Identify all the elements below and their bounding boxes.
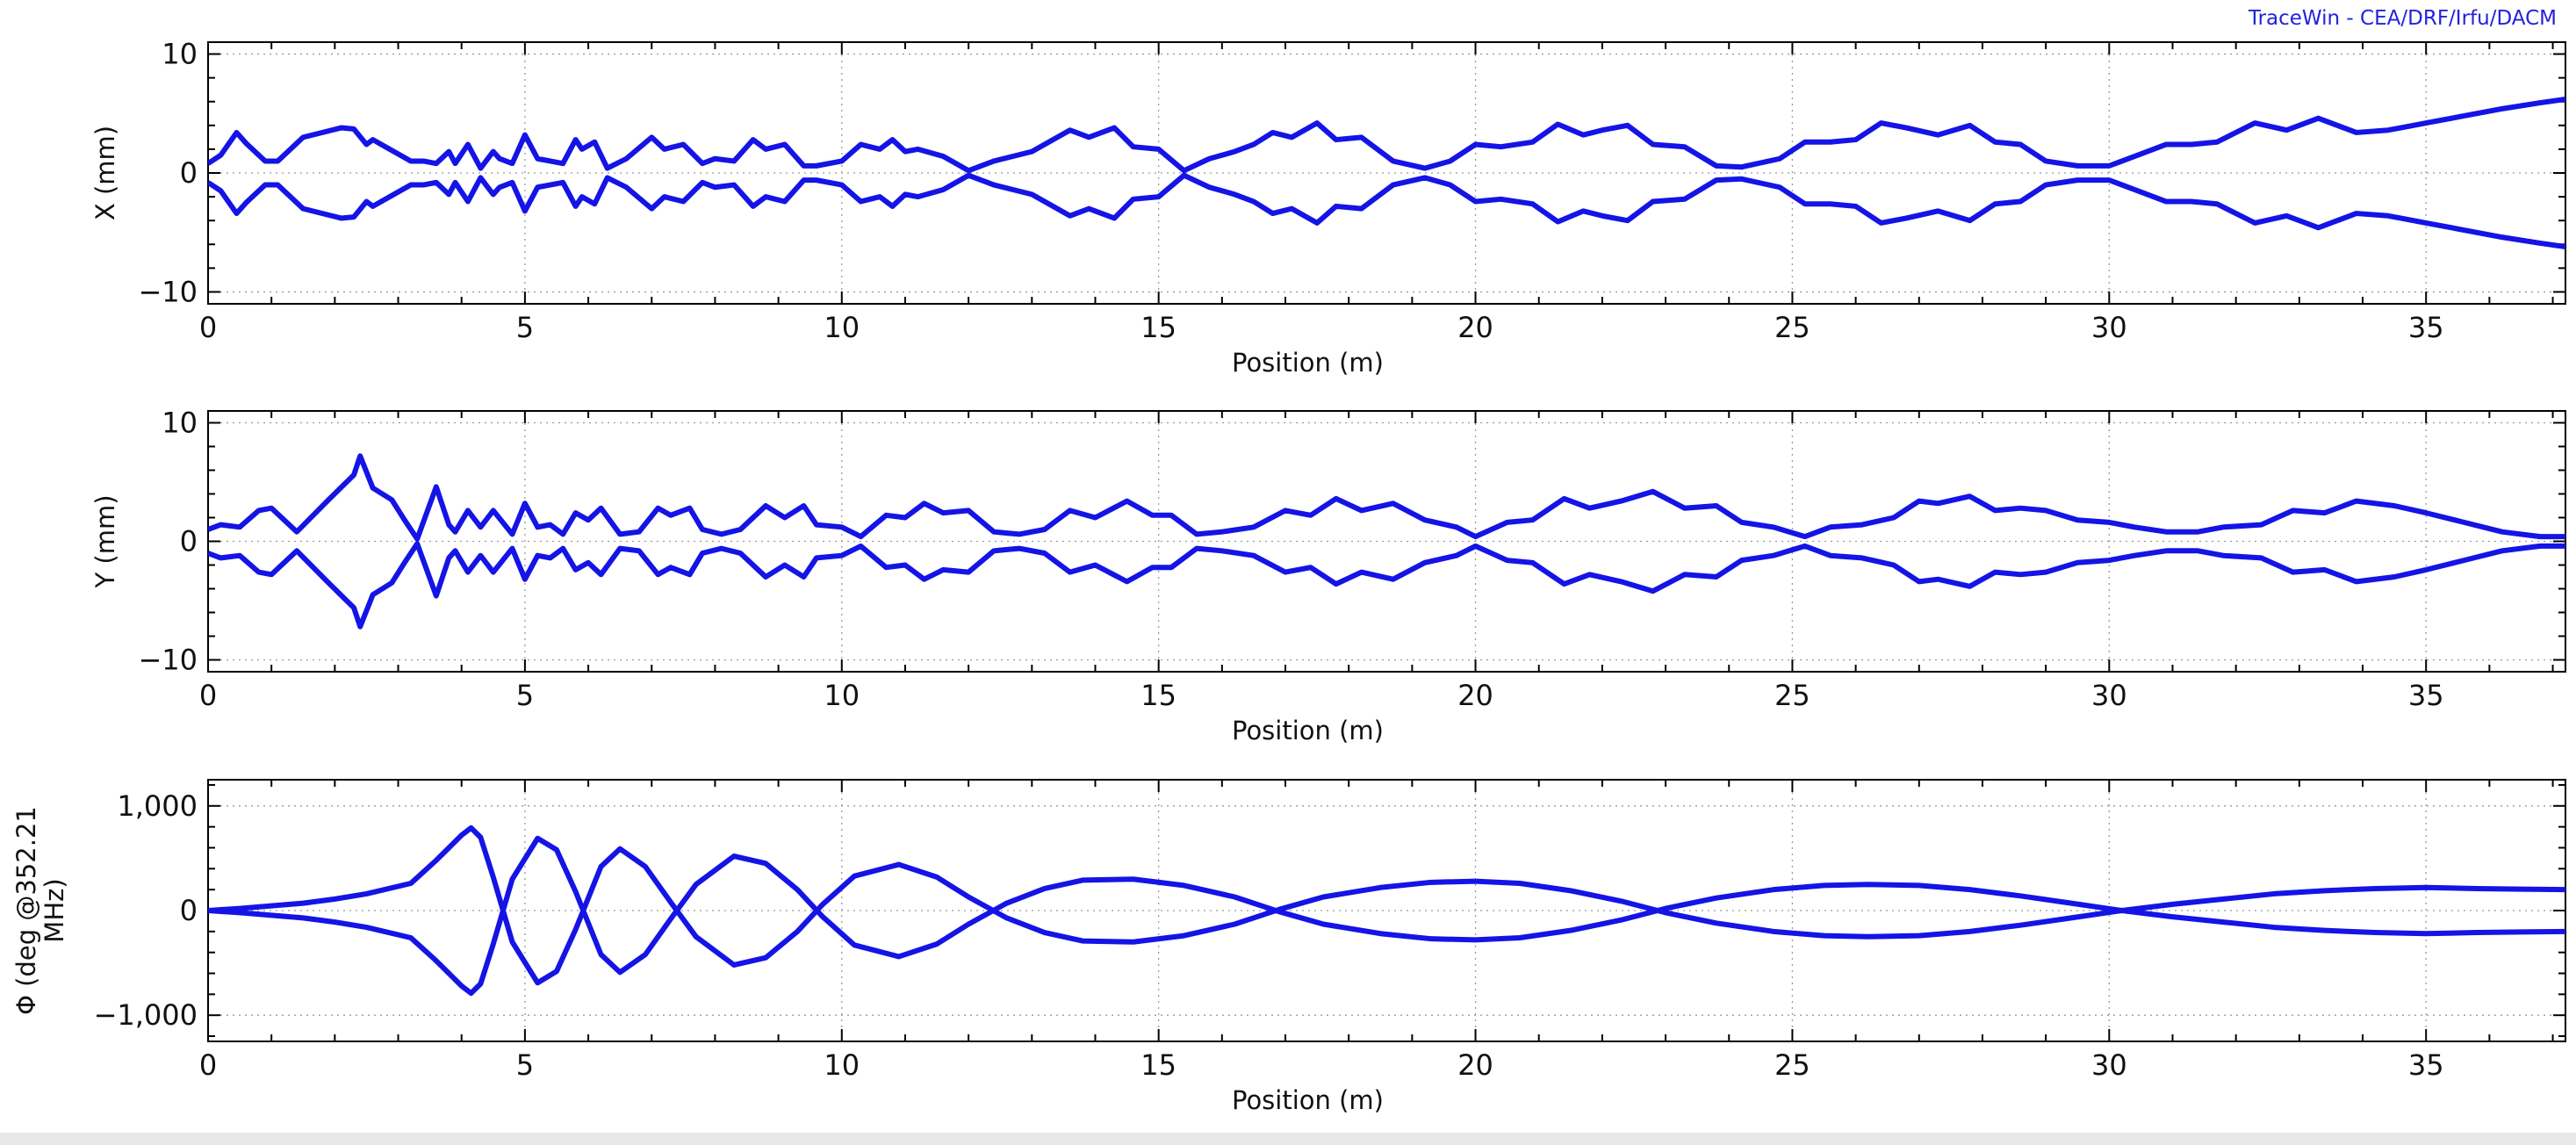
x-tick-label: 30 <box>2091 679 2127 712</box>
x-tick-label: 15 <box>1140 1048 1176 1082</box>
y-tick-label: −1,000 <box>94 998 198 1032</box>
y-tick-label: −10 <box>138 644 198 677</box>
x-tick-label: 0 <box>199 311 217 344</box>
y-axis-label: Φ (deg @352.21MHz) <box>11 806 69 1015</box>
x-tick-label: 10 <box>824 311 860 344</box>
x-tick-label: 0 <box>199 679 217 712</box>
y-axis-label-line-2: MHz) <box>40 878 69 942</box>
y-tick-label: 0 <box>180 525 198 558</box>
x-axis-label: Position (m) <box>1232 1085 1384 1115</box>
y-tick-label: 1,000 <box>117 789 198 823</box>
envelope-upper <box>208 453 2565 542</box>
y-tick-label: 10 <box>162 38 198 71</box>
x-tick-label: 5 <box>516 311 534 344</box>
plot-frame <box>207 410 2566 673</box>
envelope-lower <box>208 172 2565 249</box>
x-tick-label: 5 <box>516 1048 534 1082</box>
x-tick-label: 25 <box>1774 679 1810 712</box>
y-tick-label: 0 <box>180 156 198 190</box>
x-tick-label: 10 <box>824 679 860 712</box>
x-axis-label: Position (m) <box>1232 716 1384 745</box>
bottom-strip <box>0 1133 2576 1145</box>
envelope-lower <box>208 835 2565 997</box>
envelope-lower <box>208 541 2565 630</box>
x-tick-label: 20 <box>1457 679 1493 712</box>
x-tick-label: 0 <box>199 1048 217 1082</box>
x-tick-label: 35 <box>2408 1048 2444 1082</box>
x-tick-label: 35 <box>2408 311 2444 344</box>
x-tick-label: 25 <box>1774 311 1810 344</box>
x-tick-label: 20 <box>1457 1048 1493 1082</box>
x-tick-label: 20 <box>1457 311 1493 344</box>
x-tick-label: 10 <box>824 1048 860 1082</box>
plot-frame <box>207 41 2566 305</box>
y-tick-label: 10 <box>162 407 198 440</box>
credit-label: TraceWin - CEA/DRF/Irfu/DACM <box>2248 7 2557 30</box>
y-axis-label: X (mm) <box>90 126 120 220</box>
y-tick-label: −10 <box>138 275 198 308</box>
y-tick-label: 0 <box>180 894 198 927</box>
envelope-upper <box>208 97 2565 174</box>
envelope-upper <box>208 825 2565 986</box>
y-axis-label-line-1: Φ (deg @352.21 <box>11 806 41 1015</box>
x-tick-label: 30 <box>2091 311 2127 344</box>
x-tick-label: 30 <box>2091 1048 2127 1082</box>
x-tick-label: 15 <box>1140 311 1176 344</box>
x-axis-label: Position (m) <box>1232 348 1384 378</box>
x-tick-label: 15 <box>1140 679 1176 712</box>
x-tick-label: 25 <box>1774 1048 1810 1082</box>
x-tick-label: 5 <box>516 679 534 712</box>
y-axis-label: Y (mm) <box>90 494 120 588</box>
x-tick-label: 35 <box>2408 679 2444 712</box>
